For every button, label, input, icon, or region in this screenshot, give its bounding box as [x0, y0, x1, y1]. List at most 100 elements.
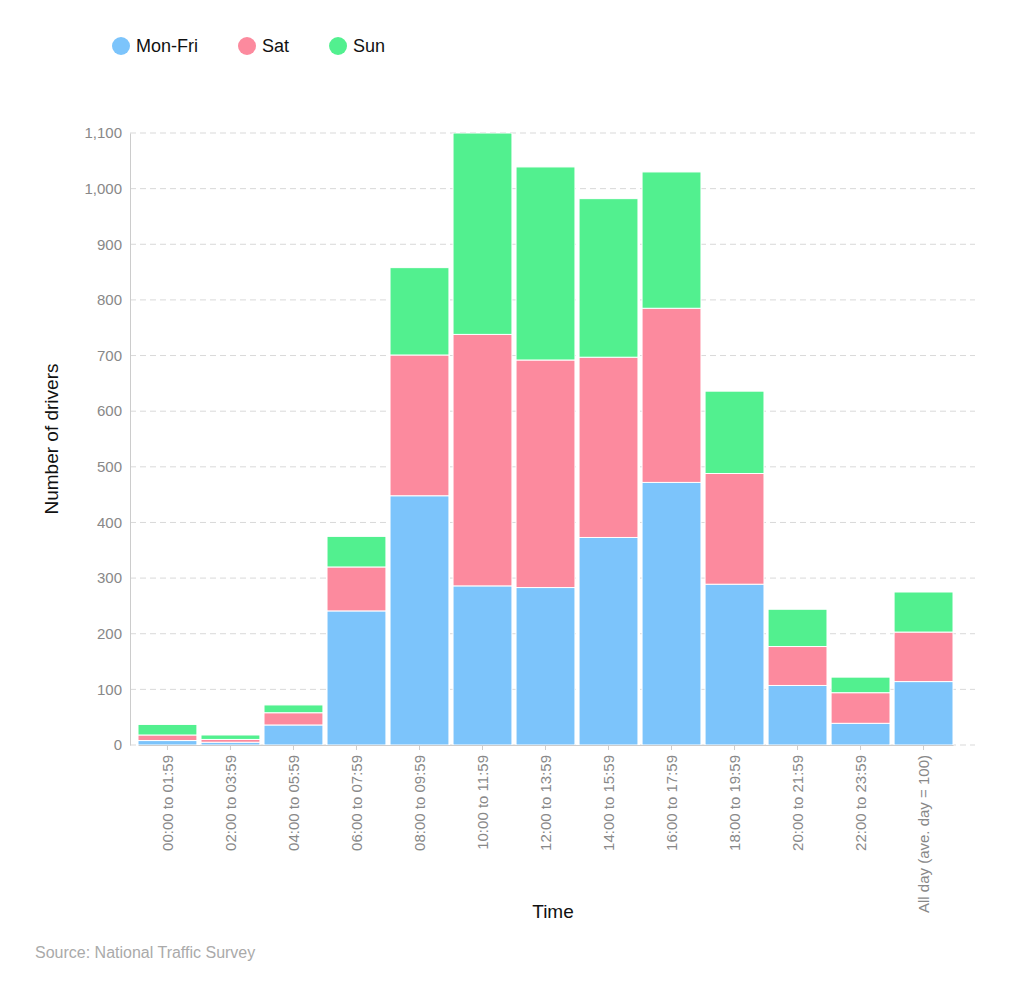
- x-tick: All day (ave. day = 100): [915, 745, 932, 913]
- bar: [831, 723, 890, 745]
- bar: [831, 693, 890, 724]
- x-tick: 08:00 to 09:59: [411, 745, 428, 851]
- y-tick-label: 800: [97, 291, 122, 308]
- bar: [768, 609, 827, 646]
- y-tick: 400: [97, 514, 130, 531]
- bar: [768, 685, 827, 745]
- x-tick-label: 16:00 to 17:59: [663, 755, 680, 851]
- y-tick: 300: [97, 569, 130, 586]
- chart: 0 100 200 300 400 500 600 700 800 900 1,000 1,100 00…: [0, 0, 1016, 987]
- y-tick: 500: [97, 458, 130, 475]
- x-tick-label: 06:00 to 07:59: [348, 755, 365, 851]
- plot: 0 100 200 300 400 500 600 700 800 900 1,000 1,100 00…: [84, 124, 975, 913]
- y-tick: 1,100: [84, 124, 130, 141]
- bar: [327, 611, 386, 745]
- x-tick: 02:00 to 03:59: [222, 745, 239, 851]
- bar: [642, 308, 701, 482]
- y-tick: 800: [97, 291, 130, 308]
- x-tick-mark: [293, 745, 294, 750]
- grid-line: [130, 133, 975, 134]
- y-tick: 100: [97, 681, 130, 698]
- series-bars: [138, 133, 953, 739]
- x-tick-mark: [167, 745, 168, 750]
- bar: [138, 735, 197, 741]
- bar: [705, 473, 764, 584]
- bar: [894, 682, 953, 745]
- x-tick-label: 00:00 to 01:59: [159, 755, 176, 851]
- series-bars: [138, 308, 953, 742]
- y-tick-label: 200: [97, 625, 122, 642]
- bar: [453, 334, 512, 585]
- x-tick: 06:00 to 07:59: [348, 745, 365, 851]
- bar: [579, 537, 638, 745]
- bar: [453, 586, 512, 745]
- y-tick: 200: [97, 625, 130, 642]
- x-tick-label: All day (ave. day = 100): [915, 755, 932, 913]
- x-axis-title: Time: [532, 901, 574, 922]
- bar: [894, 592, 953, 632]
- x-tick-label: 04:00 to 05:59: [285, 755, 302, 851]
- x-tick-mark: [482, 745, 483, 750]
- legend-swatch: [238, 37, 256, 55]
- legend-label: Sun: [353, 36, 385, 56]
- x-tick-mark: [356, 745, 357, 750]
- bar: [768, 647, 827, 686]
- x-tick-label: 22:00 to 23:59: [852, 755, 869, 851]
- x-tick: 04:00 to 05:59: [285, 745, 302, 851]
- y-tick-label: 1,000: [84, 180, 122, 197]
- bars: [138, 133, 953, 745]
- y-tick-label: 400: [97, 514, 122, 531]
- x-tick-mark: [671, 745, 672, 750]
- x-tick: 14:00 to 15:59: [600, 745, 617, 851]
- bar: [579, 357, 638, 537]
- y-tick: 0: [114, 736, 130, 753]
- source-note: Source: National Traffic Survey: [35, 944, 255, 961]
- x-tick-label: 12:00 to 13:59: [537, 755, 554, 851]
- x-tick-mark: [797, 745, 798, 750]
- x-tick-mark: [608, 745, 609, 750]
- x-tick-label: 14:00 to 15:59: [600, 755, 617, 851]
- legend-item: Sun: [329, 36, 385, 56]
- x-tick: 10:00 to 11:59: [474, 745, 491, 850]
- bar: [390, 268, 449, 355]
- y-tick-label: 500: [97, 458, 122, 475]
- x-tick: 12:00 to 13:59: [537, 745, 554, 851]
- y-tick: 700: [97, 347, 130, 364]
- x-tick-mark: [923, 745, 924, 750]
- x-tick-mark: [860, 745, 861, 750]
- bar: [264, 705, 323, 713]
- x-tick-label: 08:00 to 09:59: [411, 755, 428, 851]
- x-tick: 22:00 to 23:59: [852, 745, 869, 851]
- bar: [894, 632, 953, 682]
- x-tick-label: 10:00 to 11:59: [474, 755, 491, 850]
- bar: [453, 133, 512, 334]
- x-tick: 18:00 to 19:59: [726, 745, 743, 851]
- bar: [390, 496, 449, 745]
- bar: [705, 584, 764, 745]
- y-tick-label: 700: [97, 347, 122, 364]
- grid: [130, 133, 975, 745]
- y-tick: 900: [97, 236, 130, 253]
- bar: [264, 725, 323, 745]
- x-tick: 00:00 to 01:59: [159, 745, 176, 851]
- bar: [327, 536, 386, 567]
- x-tick-label: 02:00 to 03:59: [222, 755, 239, 851]
- x-tick-mark: [545, 745, 546, 750]
- bar: [579, 199, 638, 358]
- legend-item: Mon-Fri: [112, 36, 198, 56]
- bar: [390, 355, 449, 496]
- y-tick: 1,000: [84, 180, 130, 197]
- y-axis: 0 100 200 300 400 500 600 700 800 900 1,000 1,100: [84, 124, 130, 753]
- legend: Mon-FriSatSun: [112, 36, 385, 56]
- bar: [138, 741, 197, 745]
- bar: [642, 482, 701, 745]
- bar: [705, 391, 764, 473]
- bar: [516, 167, 575, 360]
- bar: [516, 588, 575, 745]
- bar: [642, 172, 701, 308]
- y-tick-label: 0: [114, 736, 122, 753]
- x-tick-mark: [419, 745, 420, 750]
- y-tick-label: 600: [97, 402, 122, 419]
- bar: [138, 724, 197, 735]
- y-tick-label: 100: [97, 681, 122, 698]
